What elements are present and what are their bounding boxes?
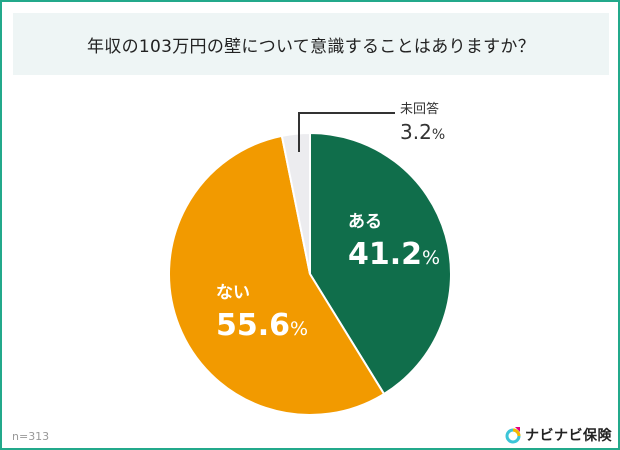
brand-name: ナビナビ保険 bbox=[525, 428, 612, 444]
slice-label-mikaitou: 未回答 3.2% bbox=[400, 103, 445, 142]
slice-name: ない bbox=[216, 283, 250, 303]
slice-value: 3.2% bbox=[400, 120, 446, 144]
slice-name: ある bbox=[348, 212, 382, 232]
chart-title: 年収の103万円の壁について意識することはありますか？ bbox=[86, 36, 536, 57]
slice-nai bbox=[168, 134, 386, 416]
slice-mikaitou bbox=[280, 131, 311, 275]
brand-logo: ナビナビ保険 bbox=[504, 425, 612, 445]
slice-label-nai: ない 55.6% bbox=[216, 285, 308, 341]
slice-label-aru: ある 41.2% bbox=[348, 214, 440, 270]
slice-value: 55.6% bbox=[216, 308, 309, 343]
navinavi-logo-icon bbox=[505, 427, 521, 444]
sample-size: n=313 bbox=[12, 430, 50, 443]
leader-line bbox=[298, 112, 395, 152]
slice-aru bbox=[309, 131, 452, 396]
slice-value: 41.2% bbox=[348, 237, 441, 272]
slice-name: 未回答 bbox=[400, 102, 440, 117]
title-box: 年収の103万円の壁について意識することはありますか？ bbox=[13, 13, 609, 75]
